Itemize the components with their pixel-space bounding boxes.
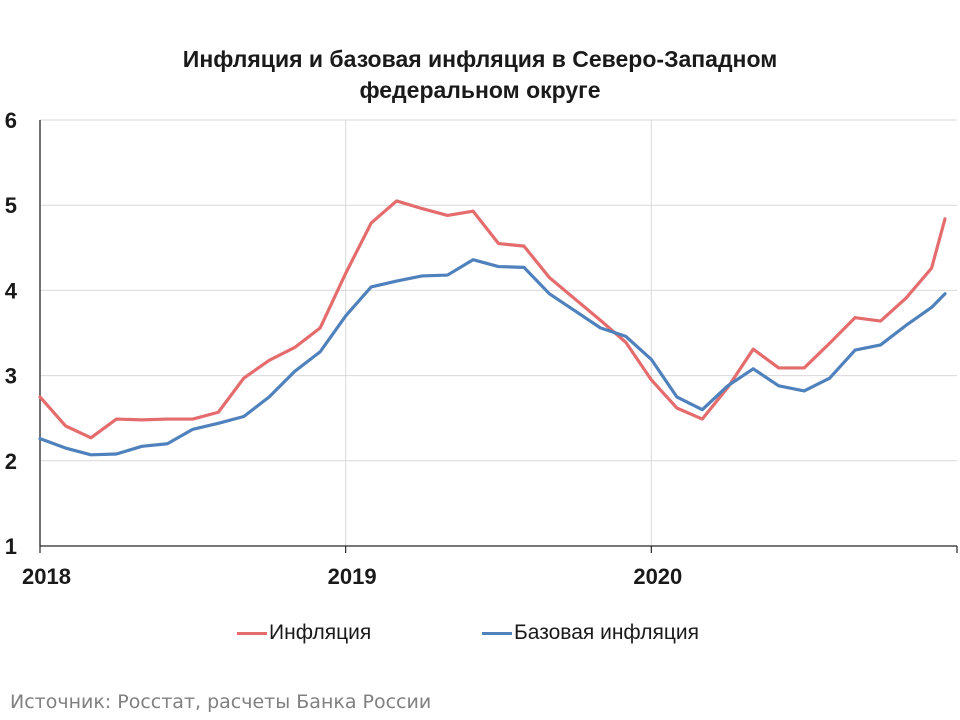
y-tick-label: 5 [5, 193, 17, 218]
y-tick-label: 4 [5, 278, 18, 303]
legend: Инфляция Базовая инфляция [0, 621, 960, 651]
y-tick-label: 2 [5, 449, 17, 474]
legend-swatch-core-inflation [482, 631, 512, 635]
chart-title: Инфляция и базовая инфляция в Северо-Зап… [0, 44, 960, 106]
legend-swatch-inflation [237, 631, 267, 635]
series-line-core-inflation [38, 258, 947, 457]
x-tick-label: 2018 [22, 564, 71, 589]
y-tick-label: 6 [5, 108, 17, 133]
line-chart: 1 2 3 4 5 6 2018 2019 2020 [5, 108, 958, 589]
x-tick-label: 2019 [328, 564, 377, 589]
chart-title-line-1: Инфляция и базовая инфляция в Северо-Зап… [182, 46, 778, 72]
legend-label-inflation: Инфляция [269, 621, 372, 644]
chart-title-line-2: федеральном округе [359, 77, 601, 103]
series-line-inflation [38, 199, 947, 440]
legend-item-inflation: Инфляция [237, 621, 371, 645]
source-note: Источник: Росстат, расчеты Банка России [10, 691, 432, 713]
x-tick-label: 2020 [633, 564, 682, 589]
y-tick-label: 3 [5, 364, 17, 389]
legend-item-core-inflation: Базовая инфляция [482, 621, 699, 645]
y-tick-label: 1 [5, 534, 17, 559]
legend-label-core-inflation: Базовая инфляция [514, 621, 700, 644]
